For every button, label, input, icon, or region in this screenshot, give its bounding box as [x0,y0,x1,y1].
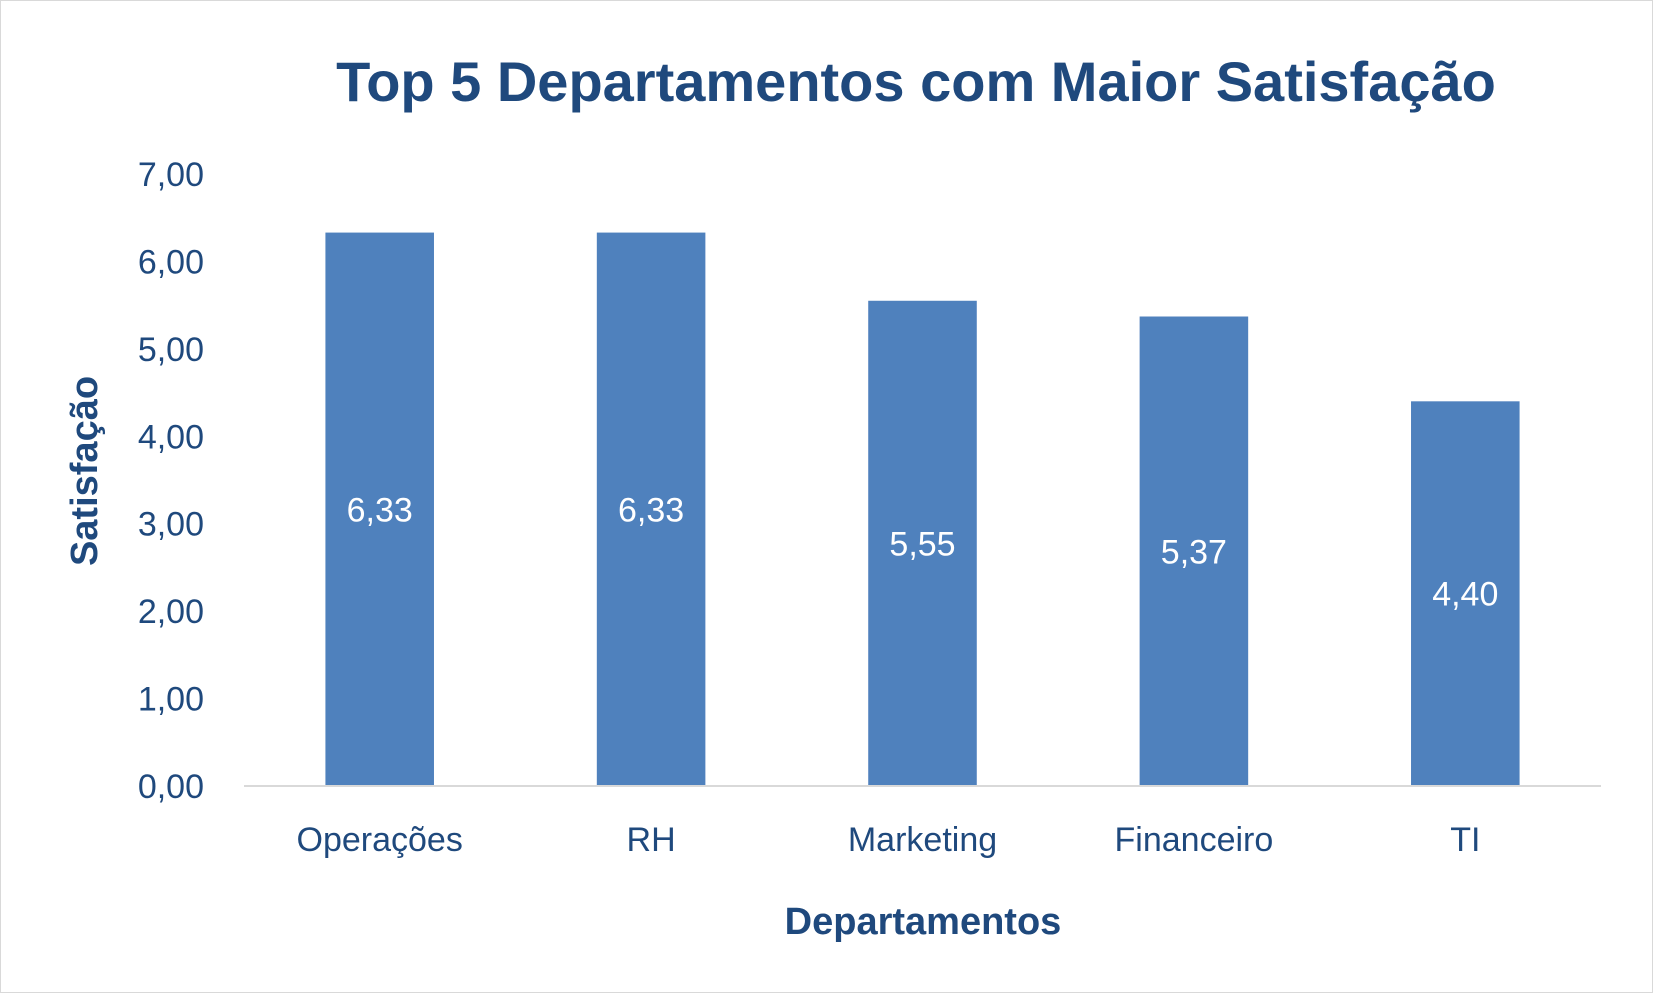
chart-title: Top 5 Departamentos com Maior Satisfação [336,50,1496,113]
y-tick-label: 2,00 [138,593,204,631]
bar [1411,401,1520,786]
y-tick-label: 1,00 [138,681,204,719]
x-axis-ticks: Operações RH Marketing Financeiro TI [297,821,1481,859]
y-tick-label: 7,00 [138,156,204,194]
x-tick-label: Marketing [848,821,997,859]
bar [1139,316,1249,786]
data-labels: 6,33 6,33 5,55 5,37 4,40 [347,491,1499,613]
bar [868,300,977,786]
x-tick-label: Financeiro [1115,821,1274,859]
bar-data-label: 6,33 [618,491,684,529]
bar-data-label: 5,37 [1161,533,1227,571]
bar-data-label: 4,40 [1432,576,1498,614]
bar [596,232,706,786]
y-tick-label: 5,00 [138,331,204,369]
x-tick-label: RH [627,821,676,859]
y-axis-title: Satisfação [64,376,106,566]
y-axis-ticks: 0,00 1,00 2,00 3,00 4,00 5,00 6,00 7,00 [138,156,204,806]
y-tick-label: 3,00 [138,506,204,544]
y-tick-label: 0,00 [138,768,204,806]
x-axis-title: Departamentos [785,901,1062,943]
bar-data-label: 5,55 [889,525,955,563]
bar-data-label: 6,33 [347,491,413,529]
y-tick-label: 6,00 [138,243,204,281]
bar [325,232,434,786]
bars [325,232,1520,786]
x-tick-label: TI [1450,821,1480,859]
y-tick-label: 4,00 [138,418,204,456]
x-tick-label: Operações [297,821,463,859]
